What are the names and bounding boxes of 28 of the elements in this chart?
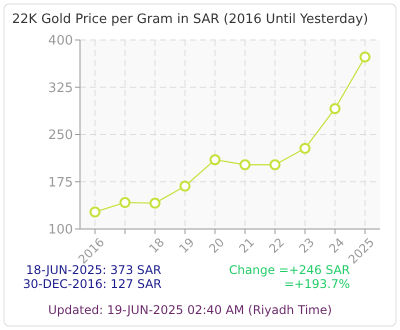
point [270,159,280,170]
point [150,198,160,209]
x-tick-label: 24 [326,235,348,256]
point [300,142,310,154]
x-tick-label: 18 [146,235,168,256]
y-tick-label: 325 [48,80,73,96]
point [120,197,130,208]
text: Change =+246 SAR [229,263,350,277]
text: 30-DEC-2016: 127 SAR [23,277,162,291]
point [210,154,220,166]
x-tick-label: 23 [296,235,318,256]
text: =+193.7% [284,277,350,291]
y-tick-label: 100 [48,222,73,238]
point [180,180,190,192]
text: 18-JUN-2025: 373 SAR [26,263,162,277]
point [240,159,250,170]
x-tick-label: 19 [176,235,198,256]
x-tick-label: 20 [206,235,228,256]
text: Updated: 19-JUN-2025 02:40 AM (Riyadh Time) [48,303,332,317]
y-tick-label: 250 [48,128,73,144]
x-tick-label: 22 [266,235,288,256]
chart-title: 22K Gold Price per Gram in SAR (2016 Until Yesterday) [12,12,368,27]
point [330,103,340,114]
y-tick-label: 400 [48,34,73,49]
point [360,52,370,63]
x-tick-label: 21 [236,235,258,256]
point [90,206,100,218]
y-tick-label: 175 [48,175,73,190]
